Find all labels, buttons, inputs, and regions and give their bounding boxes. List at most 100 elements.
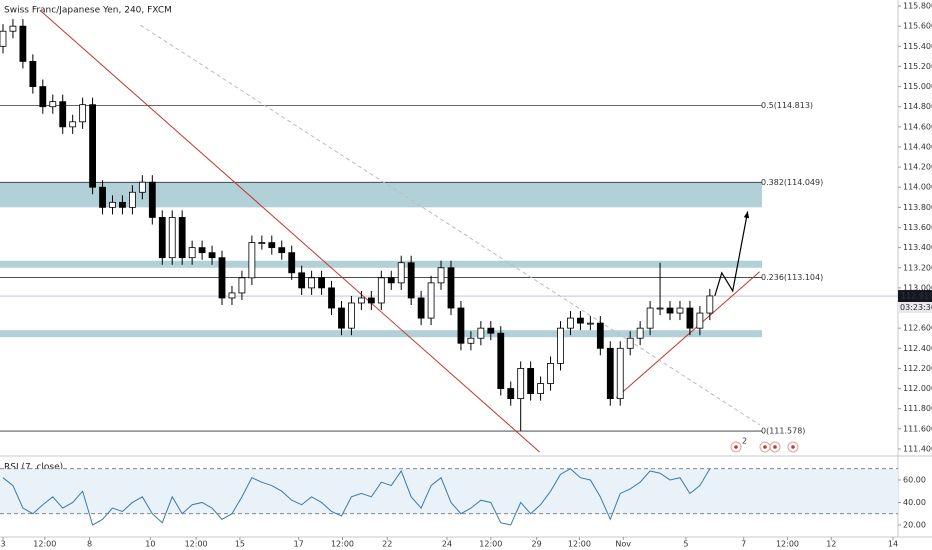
trendline	[39, 9, 540, 453]
candle-body	[537, 383, 544, 394]
fib-label: 0.236(113.104)	[761, 273, 823, 282]
y-tick-label: 40.00	[903, 498, 926, 507]
x-tick-label: 3	[0, 540, 5, 549]
candle-body	[208, 252, 216, 259]
y-tick-label: 113.800	[903, 203, 932, 212]
candle-body	[577, 317, 584, 324]
zone	[0, 330, 762, 338]
candle-body	[158, 217, 166, 259]
candle-body	[188, 247, 196, 259]
candle-body	[487, 327, 495, 334]
event-icon-dot	[791, 445, 795, 449]
candle-body	[168, 217, 176, 259]
candle-body	[69, 121, 77, 128]
candle-body	[357, 297, 365, 304]
candle-body	[218, 257, 226, 299]
candle-body	[676, 307, 684, 314]
y-tick-label: 112.200	[903, 364, 932, 373]
x-tick-label: 29	[532, 540, 542, 549]
candle-body	[636, 327, 644, 339]
candle-body	[447, 267, 455, 309]
candle-body	[507, 388, 515, 400]
candle-body	[39, 86, 47, 108]
y-tick-label: 113.600	[903, 223, 932, 232]
countdown-label: 03:23:30	[900, 303, 932, 312]
chart-title: Swiss Franc/Japanese Yen, 240, FXCM	[4, 6, 172, 16]
rsi-band	[0, 468, 898, 514]
y-tick-label: 112.400	[903, 344, 932, 353]
candle-body	[19, 25, 27, 62]
candle-body	[527, 368, 535, 394]
candle-body	[338, 307, 345, 329]
y-tick-label: 114.600	[903, 122, 932, 131]
x-tick-label: 17	[294, 540, 304, 549]
candle-body	[89, 104, 96, 188]
x-tick-label: 12:00	[479, 540, 502, 549]
last-price-tag	[898, 290, 932, 303]
y-tick-label: 113.400	[903, 243, 932, 252]
candle-body	[178, 217, 186, 259]
candle-body	[457, 307, 465, 344]
event-icon-dot	[734, 445, 738, 449]
zone	[0, 260, 762, 268]
candle-body	[268, 242, 276, 249]
y-tick-label: 115.600	[903, 22, 932, 31]
y-tick-label: 115.800	[903, 2, 932, 11]
candle-body	[258, 242, 266, 244]
candle-body	[417, 297, 425, 319]
x-tick-label: 12:00	[331, 540, 354, 549]
last-price-label: 112.919	[901, 292, 932, 301]
candle-body	[606, 347, 614, 400]
candle-body	[59, 101, 67, 128]
event-badge: 2	[742, 437, 747, 446]
x-tick-label: 12:00	[185, 540, 208, 549]
candle-body	[547, 362, 554, 384]
x-tick-label: 22	[382, 540, 392, 549]
x-tick-label: 15	[235, 540, 245, 549]
candle-body	[666, 307, 674, 314]
x-tick-label: 5	[683, 540, 688, 549]
candle-body	[318, 277, 325, 289]
x-tick-label: 8	[87, 540, 92, 549]
y-tick-label: 114.200	[903, 163, 932, 172]
arrow-head	[743, 211, 750, 219]
y-tick-label: 114.000	[903, 183, 932, 192]
candle-body	[706, 295, 714, 314]
fib-label: 0(111.578)	[761, 427, 805, 436]
candle-body	[109, 201, 116, 208]
y-tick-label: 115.400	[903, 42, 932, 51]
candle-body	[49, 101, 57, 108]
candle-body	[228, 292, 236, 299]
candle-body	[298, 272, 306, 289]
y-tick-label: 111.600	[903, 424, 932, 433]
trendline	[140, 24, 760, 426]
candle-body	[656, 307, 664, 310]
candle-body	[29, 61, 37, 87]
x-tick-label: 12:00	[33, 540, 56, 549]
y-tick-label: 113.000	[903, 283, 932, 292]
x-tick-label: 24	[442, 540, 452, 549]
candle-body	[119, 201, 126, 208]
candle-body	[437, 267, 445, 284]
candle-body	[497, 332, 505, 389]
candle-body	[596, 322, 604, 349]
y-tick-label: 115.000	[903, 82, 932, 91]
y-tick-label: 112.600	[903, 324, 932, 333]
x-tick-label: 14	[888, 540, 898, 549]
rsi-title: RSI (7, close)	[4, 463, 63, 473]
event-icon-dot	[773, 445, 777, 449]
candle-body	[557, 327, 564, 364]
candle-body	[99, 186, 106, 208]
candle-body	[397, 262, 405, 284]
candle-body	[9, 25, 17, 32]
candle-body	[626, 337, 634, 349]
candle-body	[646, 307, 654, 329]
y-tick-label: 111.800	[903, 404, 932, 413]
event-icon-dot	[763, 445, 767, 449]
y-tick-label: 112.000	[903, 384, 932, 393]
x-tick-label: 10	[145, 540, 155, 549]
zone	[0, 182, 762, 208]
fib-label: 0.5(114.813)	[761, 101, 813, 110]
candle-body	[238, 277, 246, 294]
